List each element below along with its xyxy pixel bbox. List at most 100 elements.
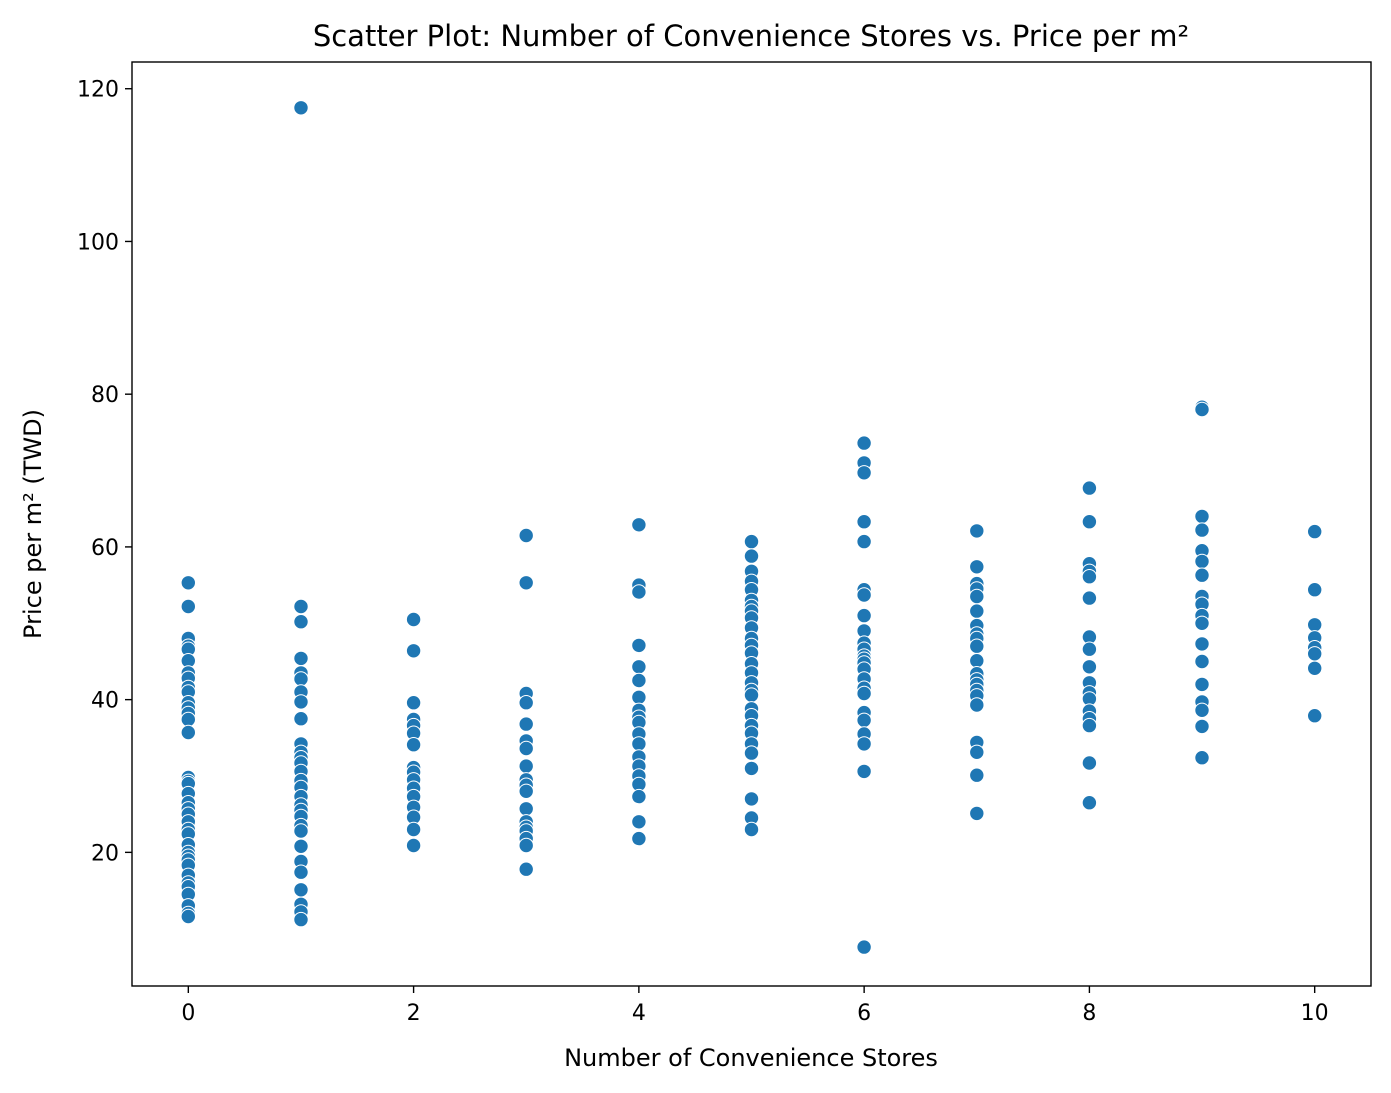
data-point: [293, 838, 309, 854]
data-point: [293, 598, 309, 615]
data-point: [293, 711, 309, 727]
x-axis-label: Number of Convenience Stores: [564, 1044, 938, 1072]
data-point: [1081, 659, 1098, 675]
data-point: [631, 830, 647, 847]
data-point: [631, 517, 647, 533]
y-tick-label: 40: [91, 689, 119, 714]
data-point: [293, 694, 309, 710]
data-point: [856, 939, 872, 955]
data-point: [1194, 702, 1210, 718]
data-point: [518, 695, 534, 711]
data-point: [1307, 646, 1323, 662]
data-point: [743, 533, 760, 550]
x-axis-ticks: 0 2 4 6 8 10: [181, 986, 1329, 1026]
data-point: [969, 744, 985, 760]
data-point: [743, 548, 760, 564]
data-point: [631, 637, 647, 654]
y-tick-label: 20: [91, 841, 119, 866]
data-point: [969, 588, 985, 605]
x-tick-label: 0: [181, 1001, 195, 1026]
data-point: [856, 587, 872, 603]
y-tick-label: 60: [91, 536, 119, 561]
data-point: [1307, 523, 1323, 540]
chart-title: Scatter Plot: Number of Convenience Stor…: [313, 19, 1189, 53]
data-point: [856, 435, 872, 451]
data-point: [518, 575, 534, 591]
data-point: [743, 687, 760, 703]
data-point: [1194, 718, 1210, 735]
data-point: [1194, 676, 1210, 693]
x-tick-label: 4: [632, 1001, 646, 1026]
data-point: [743, 760, 760, 777]
data-point: [631, 788, 647, 805]
data-point: [1081, 569, 1098, 585]
data-point: [743, 791, 760, 807]
data-point: [1081, 795, 1098, 811]
data-point: [405, 695, 422, 711]
y-tick-label: 120: [77, 78, 119, 103]
data-point: [1307, 617, 1323, 633]
x-tick-label: 8: [1082, 1001, 1096, 1026]
data-point: [1307, 660, 1323, 676]
x-tick-label: 10: [1301, 1001, 1329, 1026]
data-point: [293, 864, 309, 880]
data-point: [405, 821, 422, 838]
data-point: [1081, 755, 1098, 771]
data-point: [518, 801, 534, 817]
data-point: [1194, 508, 1210, 525]
data-point: [969, 638, 985, 654]
data-point: [631, 689, 647, 705]
data-point: [856, 533, 872, 550]
x-tick-label: 6: [857, 1001, 871, 1026]
data-point: [1081, 480, 1098, 496]
y-axis-ticks: 20 40 60 80 100 120: [77, 78, 132, 866]
data-point: [293, 671, 309, 687]
data-point: [631, 814, 647, 830]
data-point: [631, 672, 647, 689]
data-point: [969, 559, 985, 575]
data-point: [518, 837, 534, 854]
data-point: [1307, 582, 1323, 598]
data-point: [180, 908, 197, 925]
data-point: [856, 763, 872, 780]
data-point: [856, 607, 872, 624]
data-point: [856, 514, 872, 530]
data-point: [518, 758, 534, 774]
data-point: [969, 805, 985, 822]
data-point: [969, 767, 985, 783]
y-axis-label: Price per m² (TWD): [19, 409, 47, 639]
data-point: [405, 837, 422, 854]
data-point: [1194, 615, 1210, 631]
data-point: [293, 100, 309, 116]
y-tick-label: 80: [91, 383, 119, 408]
data-point: [1194, 636, 1210, 652]
data-point: [1194, 401, 1210, 418]
data-point: [743, 821, 760, 838]
data-point: [180, 711, 197, 728]
data-point: [1194, 750, 1210, 766]
data-point: [180, 598, 197, 615]
data-point: [1081, 641, 1098, 657]
data-points: [180, 100, 1323, 955]
data-point: [518, 527, 534, 544]
data-point: [631, 736, 647, 752]
data-point: [1194, 522, 1210, 538]
data-point: [293, 823, 309, 839]
data-point: [1194, 567, 1210, 583]
data-point: [969, 697, 985, 713]
data-point: [856, 685, 872, 702]
data-point: [856, 465, 872, 481]
data-point: [1081, 590, 1098, 606]
data-point: [1307, 708, 1323, 724]
data-point: [518, 740, 534, 757]
data-point: [1194, 653, 1210, 670]
data-point: [293, 614, 309, 630]
data-point: [743, 745, 760, 761]
data-point: [405, 611, 422, 628]
data-point: [856, 712, 872, 728]
data-point: [631, 584, 647, 600]
data-point: [293, 911, 309, 928]
x-tick-label: 2: [407, 1001, 421, 1026]
data-point: [1194, 553, 1210, 570]
data-point: [293, 882, 309, 898]
